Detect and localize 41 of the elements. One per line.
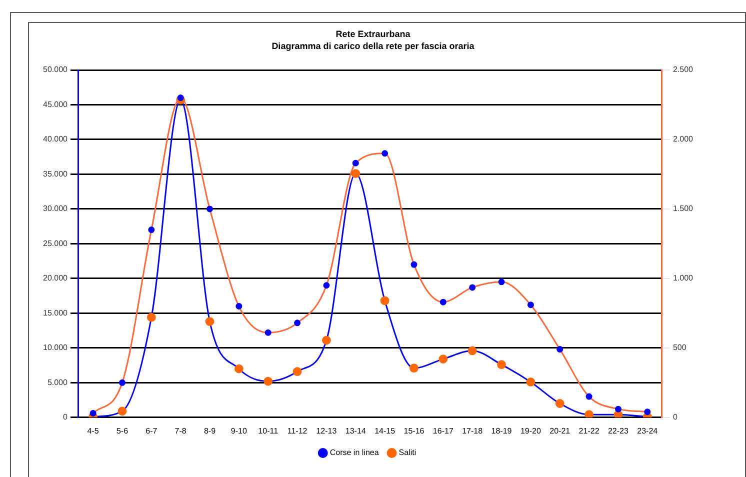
x-tick-label: 13-14 [345, 426, 366, 436]
chart-title: Rete Extraurbana [334, 28, 412, 40]
x-tick-label: 18-19 [491, 426, 512, 436]
x-tick-label: 17-18 [462, 426, 484, 436]
x-tick-label: 20-21 [550, 426, 571, 436]
x-tick-label: 23-24 [637, 426, 658, 436]
chart-subtitle: Diagramma di carico della rete per fascia oraria [270, 40, 476, 52]
y2-tick-label: 1.500 [672, 204, 694, 214]
y-tick-label: 40.000 [43, 134, 68, 144]
y-tick-label: 50.000 [43, 65, 68, 74]
y-tick-label: 10.000 [43, 343, 68, 352]
y-tick-label: 45.000 [43, 100, 68, 109]
x-tick-label: 15-16 [404, 426, 425, 436]
y2-tick-label: 1.000 [672, 274, 694, 283]
y2-tick-label: 0 [672, 412, 678, 422]
legend-label: Saliti [398, 448, 416, 458]
x-tick-label: 14-15 [374, 426, 396, 436]
x-tick-label: 12-13 [316, 426, 338, 436]
x-tick-label: 21-22 [578, 426, 600, 436]
y-tick-label: 35.000 [43, 169, 68, 178]
legend-label: Corse in linea [330, 448, 380, 458]
x-tick-label: 16-17 [432, 426, 454, 436]
y-tick-label: 25.000 [43, 238, 68, 248]
y2-tick-label: 500 [672, 343, 687, 352]
y2-tick-label: 2.000 [672, 134, 694, 144]
x-tick-label: 8-9 [204, 426, 216, 436]
y-tick-label: 15.000 [43, 308, 68, 318]
x-tick-label: 9-10 [230, 426, 248, 436]
y-tick-label: 0 [63, 412, 68, 422]
x-tick-label: 5-6 [116, 426, 129, 436]
y2-tick-label: 2.500 [672, 65, 694, 74]
x-tick-label: 22-23 [608, 426, 629, 436]
x-tick-label: 19-20 [520, 426, 542, 436]
y-tick-label: 20.000 [43, 274, 68, 283]
x-tick-label: 7-8 [174, 426, 187, 436]
x-tick-label: 6-7 [146, 426, 158, 436]
y-tick-label: 5.000 [47, 378, 68, 387]
y-tick-label: 30.000 [43, 204, 68, 214]
x-tick-label: 11-12 [287, 426, 308, 436]
x-tick-label: 4-5 [87, 426, 100, 436]
x-tick-label: 10-11 [258, 426, 279, 436]
